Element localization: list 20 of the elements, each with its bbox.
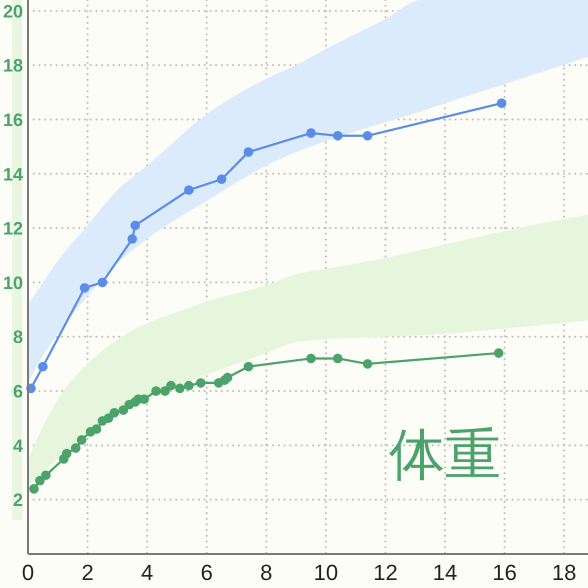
y-tick-label: 14 <box>2 164 23 184</box>
y-tick-label: 4 <box>12 436 23 456</box>
y-tick-label: 16 <box>2 110 23 130</box>
y-tick-label: 8 <box>12 327 23 348</box>
y-tick-label: 18 <box>2 56 23 76</box>
x-tick-label: 14 <box>432 560 458 585</box>
y-tick-label: 6 <box>12 382 23 402</box>
x-tick-label: 16 <box>492 560 517 585</box>
y-tick-label: 2 <box>12 490 23 510</box>
x-tick-label: 2 <box>81 560 94 585</box>
y-tick-label: 20 <box>2 1 23 22</box>
y-tick-label: 12 <box>2 218 23 239</box>
x-tick-label: 12 <box>373 560 398 585</box>
x-tick-label: 0 <box>22 560 34 585</box>
x-tick-label: 4 <box>141 560 154 585</box>
x-tick-label: 10 <box>314 560 338 585</box>
x-tick-label: 6 <box>200 560 213 585</box>
x-tick-label: 8 <box>260 560 272 585</box>
x-tick-label: 18 <box>552 560 576 585</box>
y-tick-label: 10 <box>2 272 23 293</box>
